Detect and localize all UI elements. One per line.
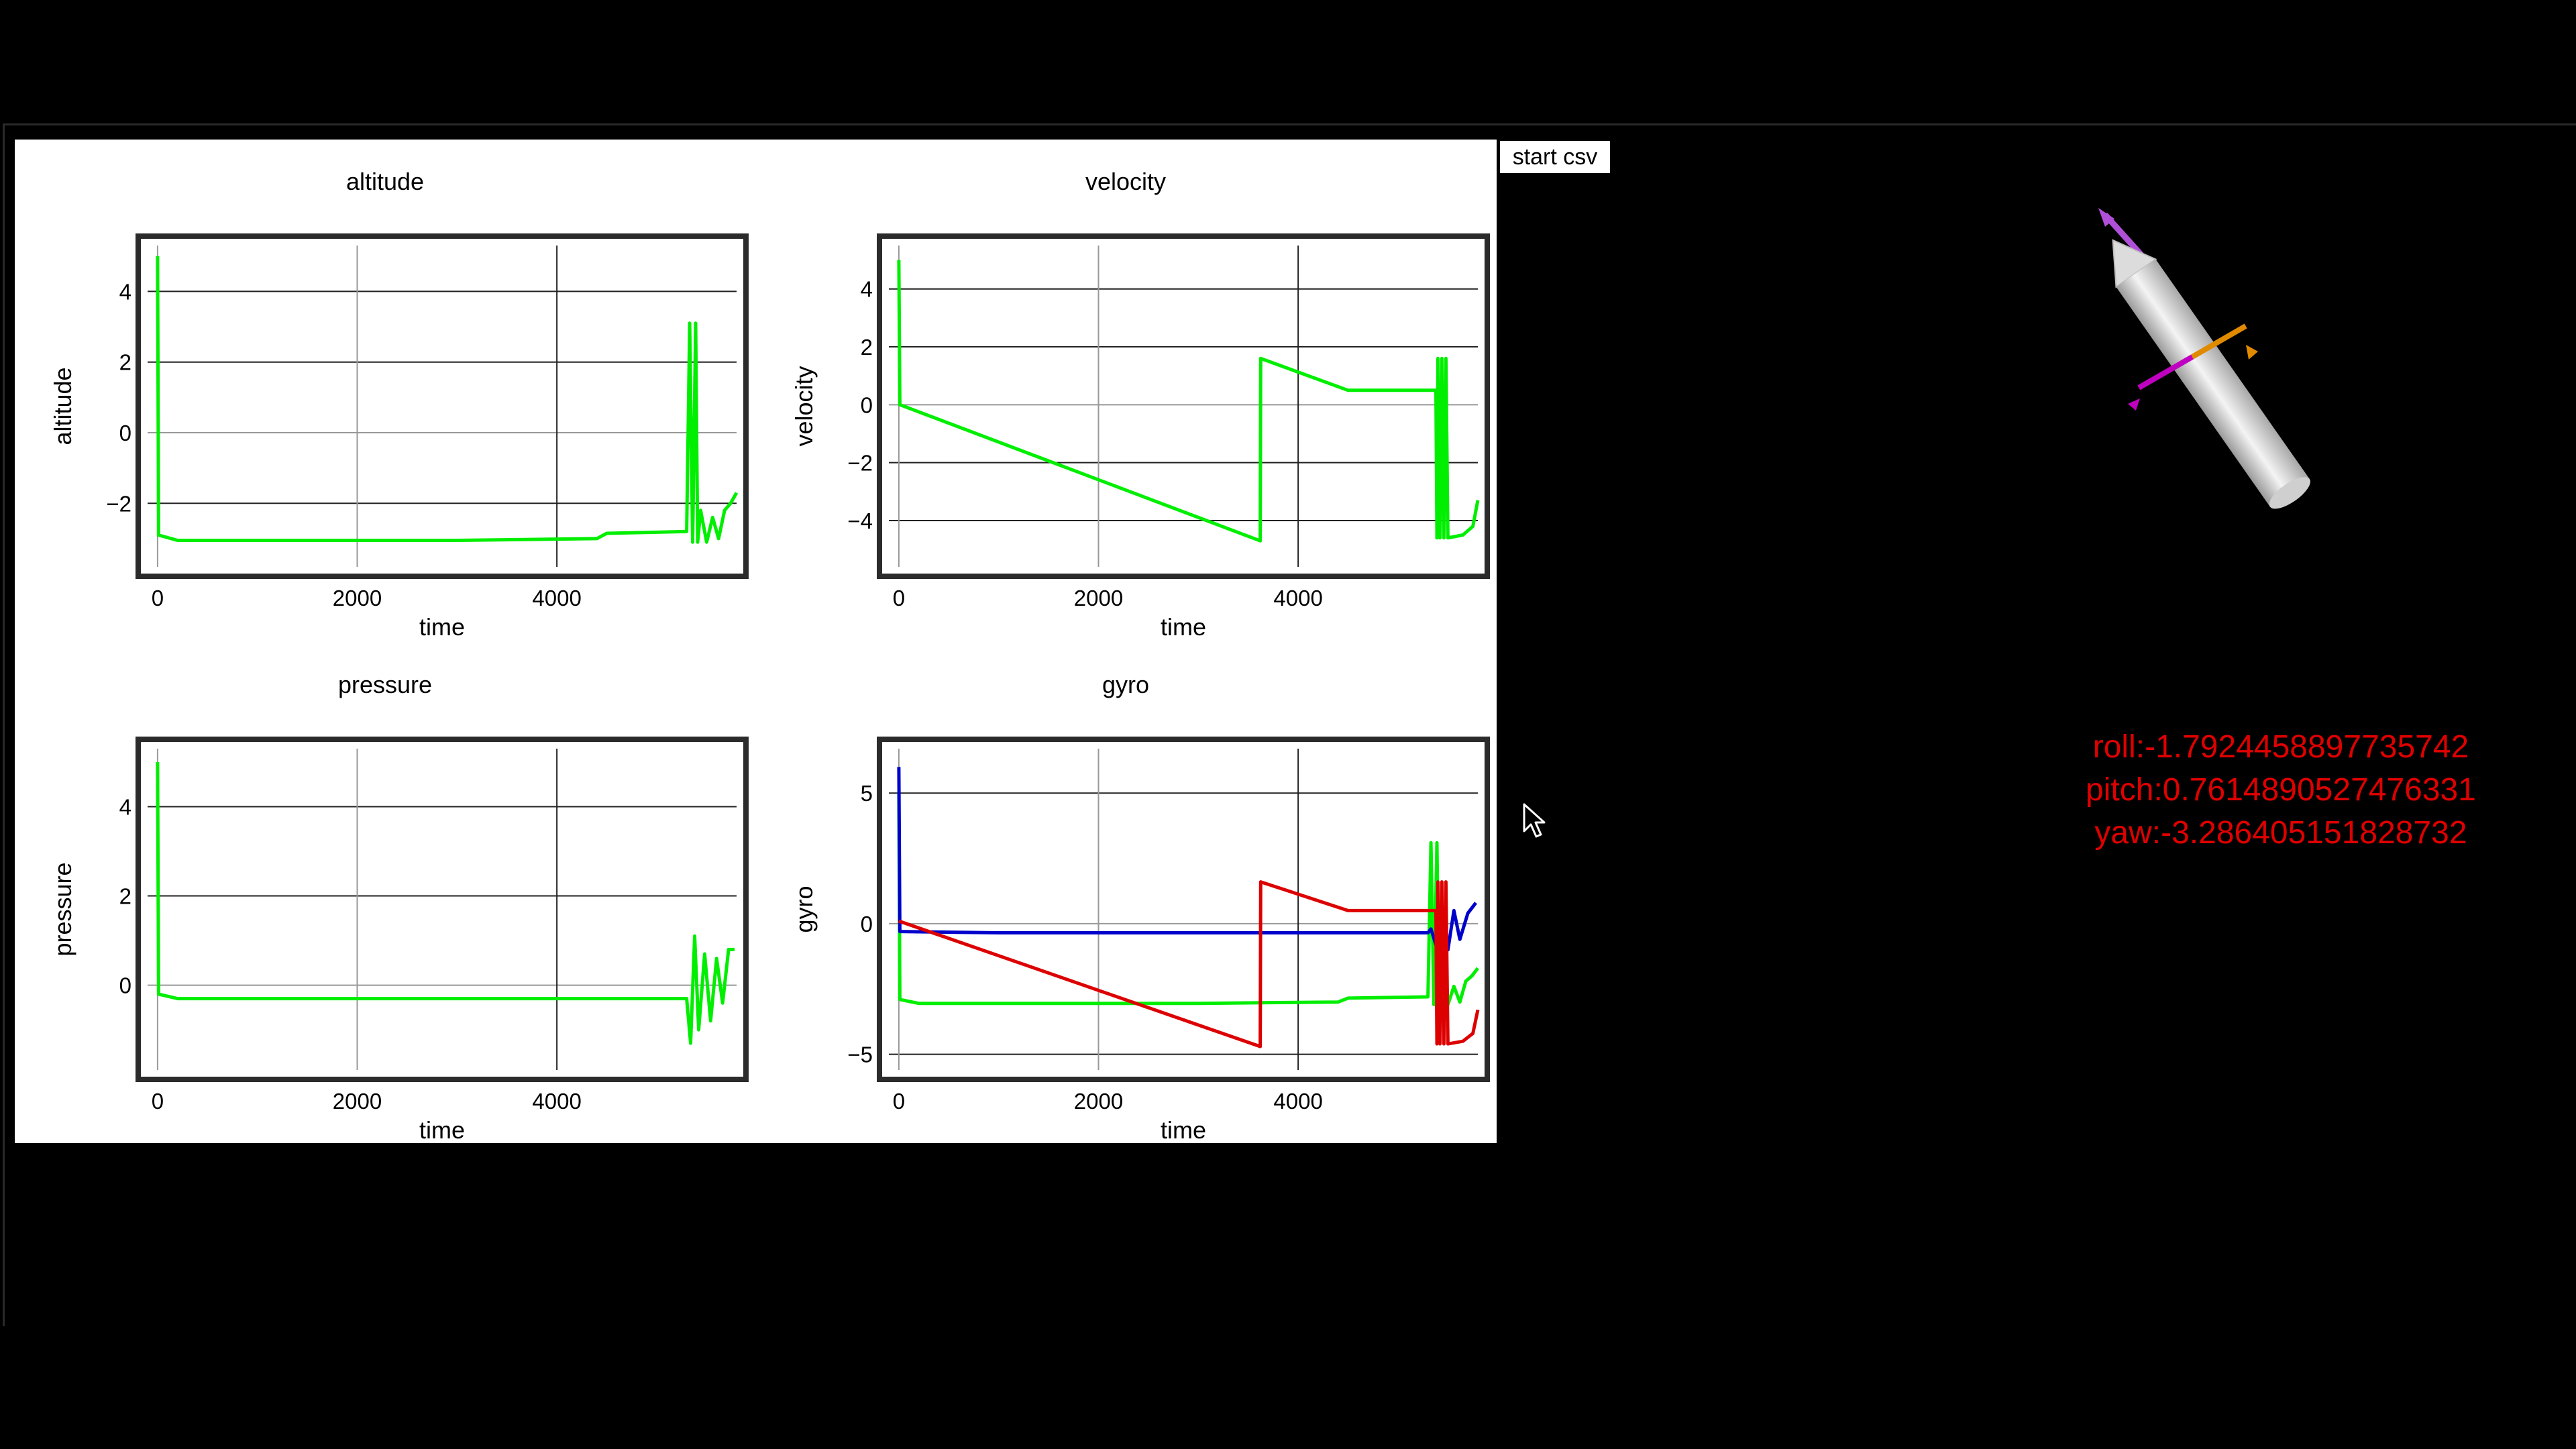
start-csv-button[interactable]: start csv (1499, 140, 1611, 174)
x-axis-label: time (419, 1116, 465, 1143)
y-tick-label: 2 (119, 350, 131, 375)
y-tick-label: 0 (861, 912, 873, 936)
chart-title: altitude (346, 168, 424, 195)
x-tick-label: 2000 (333, 586, 382, 610)
x-tick-label: 0 (152, 1089, 164, 1114)
x-tick-label: 0 (893, 586, 905, 610)
x-tick-label: 0 (152, 586, 164, 610)
y-tick-label: −2 (106, 491, 131, 516)
y-tick-label: 2 (861, 335, 873, 360)
y-axis-label: altitude (49, 367, 76, 445)
x-tick-label: 0 (893, 1089, 905, 1114)
rocket-model[interactable] (2066, 201, 2388, 577)
orientation-readout: roll:-1.7924458897735742 pitch:0.7614890… (1945, 726, 2576, 855)
charts-panel: altitude −2 0 2 4 0 2000 4000 time altitude veloci… (15, 140, 1497, 1143)
x-tick-label: 2000 (1074, 1089, 1123, 1114)
series-line-1 (156, 761, 735, 1045)
rocket-body (2112, 239, 2310, 509)
y-tick-label: 0 (119, 421, 131, 445)
y-tick-label: −2 (847, 451, 873, 476)
x-tick-label: 4000 (532, 1089, 581, 1114)
y-tick-label: 2 (119, 884, 131, 909)
plot-frame (877, 737, 1490, 1082)
y-tick-label: 5 (861, 781, 873, 806)
y-tick-label: 0 (861, 392, 873, 417)
y-tick-label: −5 (847, 1042, 873, 1067)
plot-frame (136, 737, 749, 1082)
rocket-axis-tip-arrow (2098, 208, 2144, 258)
mouse-pointer-icon (1523, 803, 1546, 838)
x-axis-label: time (1161, 613, 1206, 641)
chart-title: pressure (338, 671, 432, 698)
plot-frame (136, 233, 749, 579)
x-tick-label: 2000 (1074, 586, 1123, 610)
chart-title: velocity (1085, 168, 1166, 195)
series-line-2 (897, 767, 1477, 952)
y-tick-label: −4 (847, 508, 873, 533)
x-tick-label: 2000 (333, 1089, 382, 1114)
y-axis-label: gyro (790, 885, 818, 932)
rocket-axis-cross-arrows (2128, 323, 2258, 411)
x-axis-label: time (419, 613, 465, 641)
x-tick-label: 4000 (532, 586, 581, 610)
yaw-value: yaw:-3.286405151828732 (2094, 815, 2467, 851)
x-axis-label: time (1161, 1116, 1206, 1143)
y-axis-label: pressure (49, 862, 76, 956)
y-axis-label: velocity (790, 366, 818, 446)
y-tick-label: 4 (861, 277, 873, 302)
roll-value: roll:-1.7924458897735742 (2092, 729, 2469, 765)
series-line-1 (897, 793, 1479, 1007)
series-line-3 (898, 880, 1480, 1049)
y-tick-label: 0 (119, 973, 131, 998)
x-tick-label: 4000 (1273, 586, 1322, 610)
pitch-value: pitch:0.7614890527476331 (2086, 772, 2476, 808)
x-tick-label: 4000 (1273, 1089, 1322, 1114)
y-tick-label: 4 (119, 279, 131, 304)
chart-title: gyro (1102, 671, 1149, 698)
series-line-1 (156, 256, 739, 544)
series-line-1 (897, 260, 1480, 543)
y-tick-label: 4 (119, 794, 131, 819)
plot-frame (877, 233, 1490, 579)
